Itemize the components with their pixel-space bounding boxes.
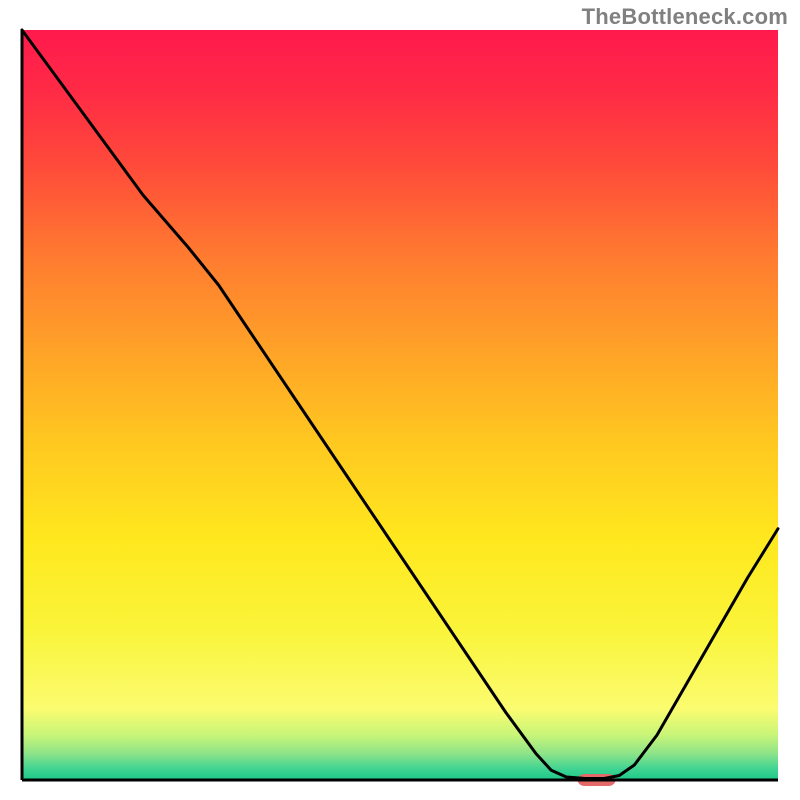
chart-container: TheBottleneck.com xyxy=(0,0,800,800)
bottleneck-curve-chart xyxy=(0,0,800,800)
plot-background xyxy=(22,30,778,780)
